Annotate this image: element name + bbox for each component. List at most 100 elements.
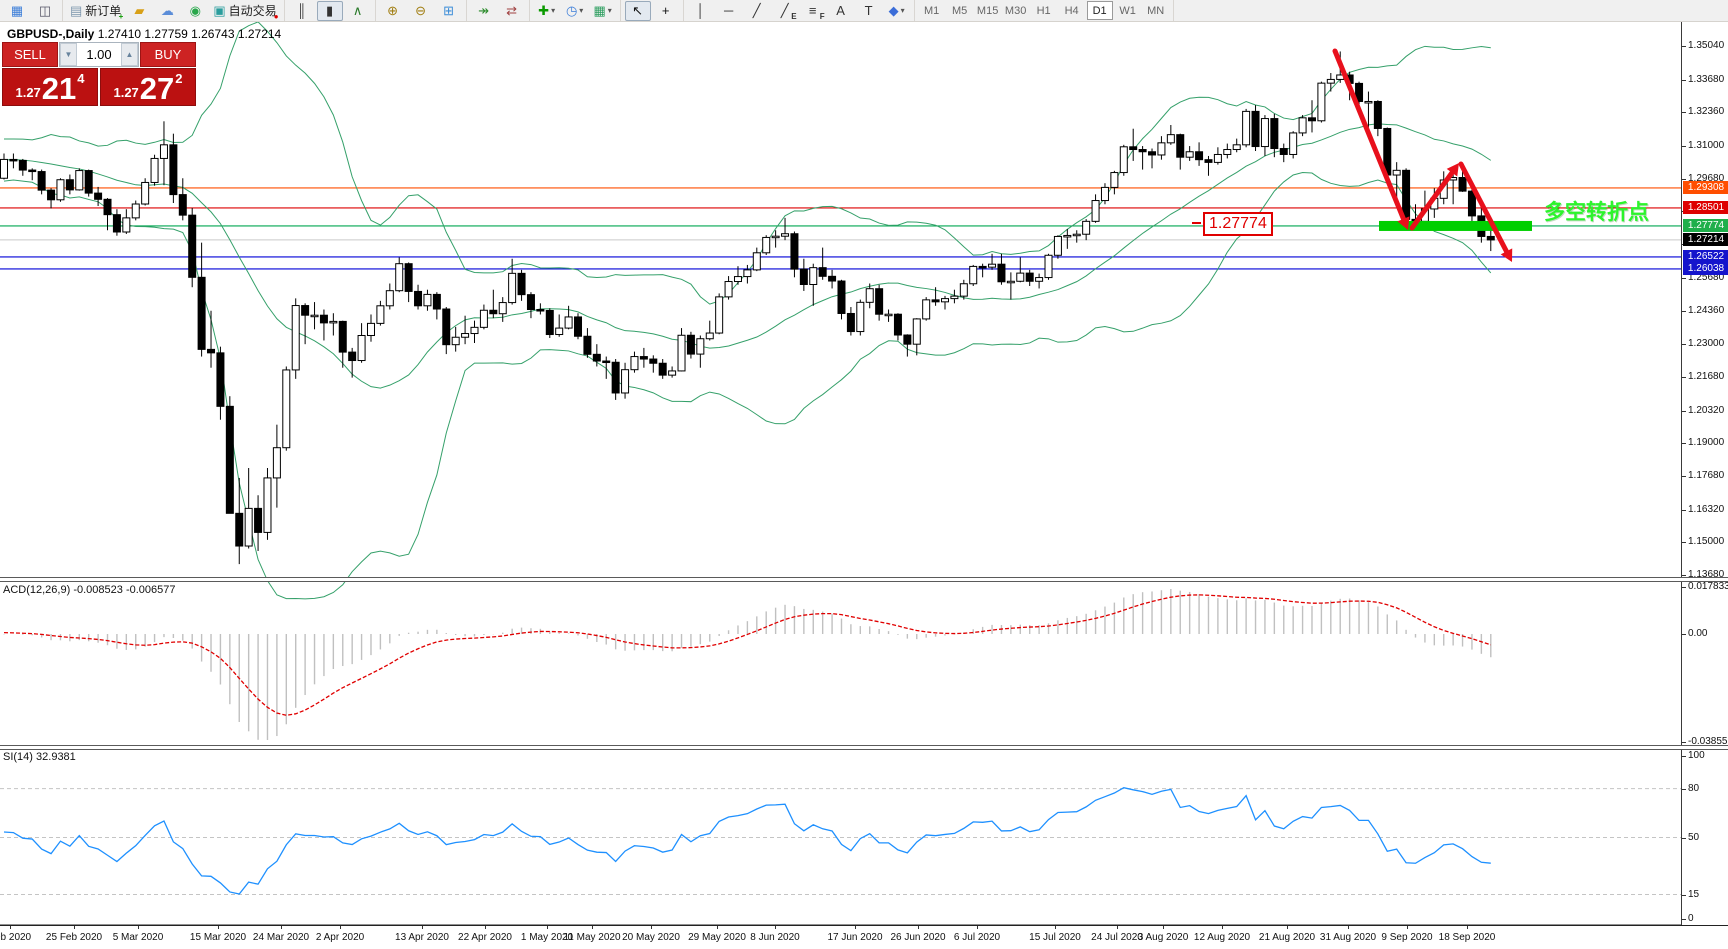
window-list-button[interactable]: ◫: [32, 1, 58, 21]
timeframe-m5[interactable]: M5: [951, 4, 968, 17]
trend-arrow-1[interactable]: [1332, 48, 1406, 222]
community-search-button[interactable]: ☁: [154, 1, 180, 21]
trend-arrow-head[interactable]: [1446, 163, 1459, 177]
gold-button[interactable]: ▰: [126, 1, 152, 21]
horizontal-line-button[interactable]: ─: [716, 1, 742, 21]
templates-button[interactable]: ▦ ▾: [590, 1, 616, 21]
fibonacci-button[interactable]: ≡ F: [800, 1, 826, 21]
trend-arrow-2[interactable]: [1409, 170, 1455, 231]
toolbar: ▦ ◫ ▤ + 新订单 ▰ ☁ ◉ ▣ ● 自动交易 ║ ▮ ∧ ⊕ ⊖ ⊞ ↠ ⇄ ✚ ▾ ◷ ▾ ▦ ▾ ↖ + │ ─ ╱ ╱ E ≡ F A…: [0, 0, 1728, 22]
buy-price-sup: 2: [175, 71, 183, 86]
bull-candle: [282, 369, 291, 449]
vertical-line-icon: │: [696, 3, 705, 18]
volume-input[interactable]: [77, 43, 121, 66]
chart-plot[interactable]: [0, 0, 1681, 949]
macd-panel-splitter[interactable]: [0, 577, 1728, 582]
bull-candle: [724, 281, 733, 298]
crosshair-icon: +: [661, 3, 670, 18]
price-axis[interactable]: 1.350401.336801.323601.310001.296801.283…: [1681, 22, 1728, 925]
time-tick: [1055, 926, 1056, 929]
timeframe-m30[interactable]: M30: [1004, 4, 1027, 17]
axis-tick: [1682, 310, 1686, 312]
tile-windows-icon: ⊞: [443, 3, 455, 18]
buy-price-box[interactable]: 1.27 27 2: [100, 68, 196, 106]
support-price-label[interactable]: 1.27774: [1203, 212, 1273, 236]
price-tick-label: 1.33680: [1688, 73, 1725, 85]
bull-candle: [1063, 234, 1072, 238]
bear-candle: [1373, 100, 1382, 129]
timeframe-m15[interactable]: M15: [976, 4, 999, 17]
bull-candle: [357, 335, 366, 362]
bull-candle: [1119, 146, 1128, 174]
equidistant-channel-button[interactable]: ╱ E: [772, 1, 798, 21]
crosshair-button[interactable]: +: [653, 1, 679, 21]
timeframe-w1[interactable]: W1: [1119, 4, 1136, 17]
cursor-button[interactable]: ↖: [624, 0, 651, 21]
autotrading-button[interactable]: ▣ ● 自动交易: [210, 1, 279, 21]
bull-candle: [1298, 117, 1307, 134]
bull-candle: [451, 336, 460, 346]
auto-scroll-button[interactable]: ↠: [471, 1, 497, 21]
trend-arrow-head[interactable]: [1397, 216, 1410, 230]
bollinger-lower-band: [3, 172, 1492, 600]
price-line-badge-1.28501: 1.28501: [1683, 201, 1728, 215]
time-axis[interactable]: Feb 2020 25 Feb 2020 5 Mar 2020 15 Mar 2020…: [0, 925, 1728, 949]
timeframe-h1[interactable]: H1: [1036, 4, 1051, 17]
sell-button[interactable]: SELL: [2, 42, 58, 67]
timeframe-m1[interactable]: M1: [923, 4, 940, 17]
time-tick: [281, 926, 282, 929]
timeframe-mn[interactable]: MN: [1147, 4, 1165, 17]
signals-button[interactable]: ◉: [182, 1, 208, 21]
sell-price-box[interactable]: 1.27 21 4: [2, 68, 98, 106]
trend-arrow-head[interactable]: [1500, 248, 1513, 262]
bar-chart-button[interactable]: ║: [289, 1, 315, 21]
candlestick-chart-button[interactable]: ▮: [316, 0, 343, 21]
new-order-icon: ▤: [70, 3, 83, 18]
bull-candle: [56, 179, 65, 201]
bull-candle: [696, 338, 705, 355]
rsi-scale-label: 15: [1688, 888, 1700, 900]
text-label-button[interactable]: T: [856, 1, 882, 21]
timeframe-d1[interactable]: D1: [1086, 1, 1113, 20]
line-chart-button[interactable]: ∧: [345, 1, 371, 21]
support-zone-bar[interactable]: [1379, 220, 1532, 231]
autotrading-label: 自动交易: [228, 4, 277, 18]
volume-increase-button[interactable]: ▲: [121, 43, 138, 66]
bull-candle: [131, 203, 140, 219]
volume-decrease-button[interactable]: ▼: [60, 43, 77, 66]
axis-tick: [1682, 410, 1686, 412]
trend-arrow-3[interactable]: [1458, 161, 1509, 254]
new-order-button[interactable]: ▤ + 新订单: [67, 1, 124, 21]
periods-button[interactable]: ◷ ▾: [562, 1, 588, 21]
zoom-out-button[interactable]: ⊖: [408, 1, 434, 21]
indicators-button[interactable]: ✚ ▾: [534, 1, 560, 21]
text-button[interactable]: A: [828, 1, 854, 21]
buy-button[interactable]: BUY: [140, 42, 196, 67]
tile-windows-button[interactable]: ⊞: [436, 1, 462, 21]
bull-candle: [752, 252, 761, 271]
toolbar-group: ↠ ⇄: [467, 0, 530, 21]
rsi-indicator-label: SI(14) 32.9381: [3, 751, 76, 763]
rsi-panel-splitter[interactable]: [0, 745, 1728, 750]
bear-candle: [18, 159, 27, 171]
timeframe-h4[interactable]: H4: [1064, 4, 1079, 17]
time-tick: [547, 926, 548, 929]
bull-candle: [969, 265, 978, 285]
new-order-label: 新订单: [85, 4, 122, 18]
bull-candle: [630, 356, 639, 371]
bull-candle: [564, 316, 573, 329]
bull-candle: [366, 322, 375, 337]
bear-candle: [611, 361, 620, 394]
date-label: 26 Jun 2020: [890, 932, 946, 943]
sell-price-prefix: 1.27: [15, 85, 41, 100]
indicators-icon: ✚: [538, 3, 550, 18]
chart-shift-button[interactable]: ⇄: [499, 1, 525, 21]
arrows-button[interactable]: ◆ ▾: [884, 1, 910, 21]
trendline-button[interactable]: ╱: [744, 1, 770, 21]
annotation-text[interactable]: 多空转折点: [1544, 201, 1649, 224]
zoom-in-button[interactable]: ⊕: [380, 1, 406, 21]
vertical-line-button[interactable]: │: [688, 1, 714, 21]
periods-icon: ◷: [565, 3, 578, 18]
bear-candle: [207, 348, 216, 354]
new-chart-button[interactable]: ▦: [4, 1, 30, 21]
